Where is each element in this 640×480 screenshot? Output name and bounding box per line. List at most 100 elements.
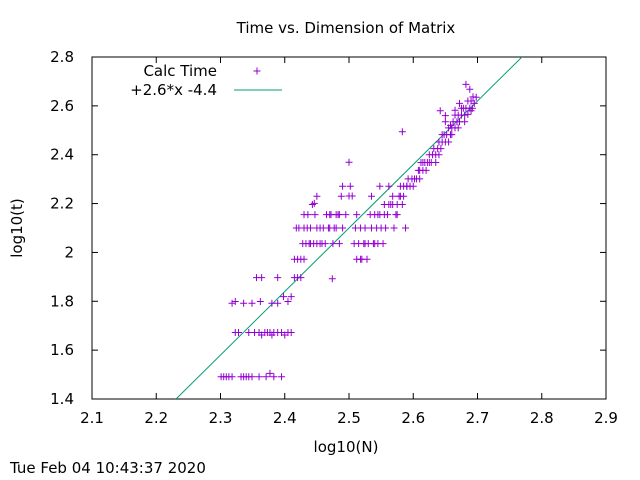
data-point [448, 131, 456, 139]
fit-line [175, 57, 523, 399]
data-point [303, 224, 311, 232]
data-point [310, 240, 318, 248]
data-point [435, 151, 443, 159]
x-tick-label: 2.1 [80, 409, 104, 427]
data-point [248, 299, 256, 307]
data-point [389, 201, 397, 209]
data-point [274, 274, 282, 282]
data-point [319, 224, 327, 232]
data-point [258, 274, 266, 282]
data-point [278, 373, 286, 381]
data-point [287, 329, 295, 337]
y-axis-label: log10(t) [8, 198, 26, 258]
data-point [393, 211, 401, 219]
data-point [361, 224, 369, 232]
data-point [390, 224, 398, 232]
data-point [297, 274, 305, 282]
fit-line-layer [175, 57, 523, 399]
data-point [441, 118, 449, 126]
data-point [310, 199, 318, 207]
data-point [371, 240, 379, 248]
data-point [332, 224, 340, 232]
data-point [384, 211, 392, 219]
data-point [454, 124, 462, 132]
data-point [461, 118, 469, 126]
scatter-chart: Time vs. Dimension of Matrix 2.1 2.2 2.3 2.… [8, 19, 618, 456]
data-point [379, 240, 387, 248]
data-point [256, 298, 264, 306]
data-point [445, 138, 453, 146]
data-point [240, 299, 248, 307]
data-point [284, 298, 292, 306]
data-point [335, 240, 343, 248]
data-point [337, 192, 345, 200]
x-tick-label: 2.6 [401, 409, 425, 427]
y-tick-label: 1.4 [50, 390, 74, 408]
data-point [313, 224, 321, 232]
x-tick-label: 2.2 [144, 409, 168, 427]
data-points-layer [217, 80, 480, 381]
data-point [326, 224, 334, 232]
data-point [472, 93, 480, 101]
legend-label-fit: +2.6*x -4.4 [130, 81, 217, 99]
data-point [409, 182, 417, 190]
data-point [374, 211, 382, 219]
data-point [304, 211, 312, 219]
data-point [451, 106, 459, 114]
data-point [334, 211, 342, 219]
data-point [329, 240, 337, 248]
data-point [389, 192, 397, 200]
data-point [353, 211, 361, 219]
data-point [400, 192, 408, 200]
data-point [441, 112, 449, 120]
data-point [311, 211, 319, 219]
y-tick-label: 2 [64, 243, 74, 261]
axis-ticks: 2.1 2.2 2.3 2.4 2.5 2.6 2.7 2.8 2.9 1.4 1.6 1.8 2 2.2… [50, 48, 618, 427]
legend-label-calc-time: Calc Time [143, 62, 217, 80]
data-point [467, 107, 475, 115]
x-tick-label: 2.5 [337, 409, 361, 427]
x-tick-label: 2.3 [209, 409, 233, 427]
data-point [339, 224, 347, 232]
y-tick-label: 1.6 [50, 341, 74, 359]
x-tick-label: 2.7 [466, 409, 490, 427]
data-point [425, 159, 433, 167]
data-point [270, 373, 278, 381]
y-tick-label: 2.2 [50, 195, 74, 213]
data-point [339, 182, 347, 190]
data-point [462, 80, 470, 88]
chart-title: Time vs. Dimension of Matrix [236, 19, 456, 37]
data-point [228, 299, 236, 307]
data-point [328, 275, 336, 283]
data-point [367, 192, 375, 200]
data-point [287, 293, 295, 301]
data-point [326, 211, 334, 219]
y-tick-label: 1.8 [50, 292, 74, 310]
data-point [416, 175, 424, 183]
data-point [255, 373, 263, 381]
data-point [346, 182, 354, 190]
data-point [456, 99, 464, 107]
data-point [470, 99, 478, 107]
data-point [348, 192, 356, 200]
data-point [437, 145, 445, 153]
data-point [436, 107, 444, 115]
data-point [262, 373, 270, 381]
data-point [300, 255, 308, 263]
data-point [361, 240, 369, 248]
data-point [279, 293, 287, 301]
data-point [342, 211, 350, 219]
data-point [382, 224, 390, 232]
data-point [385, 182, 393, 190]
data-point [316, 240, 324, 248]
data-point [357, 255, 365, 263]
data-point [363, 255, 371, 263]
data-point [228, 373, 236, 381]
data-point [274, 299, 282, 307]
data-point [402, 224, 410, 232]
data-point [447, 121, 455, 129]
x-tick-label: 2.9 [594, 409, 618, 427]
timestamp: Tue Feb 04 10:43:37 2020 [10, 459, 206, 477]
legend: Calc Time+2.6*x -4.4 [130, 62, 282, 99]
y-tick-label: 2.8 [50, 48, 74, 66]
